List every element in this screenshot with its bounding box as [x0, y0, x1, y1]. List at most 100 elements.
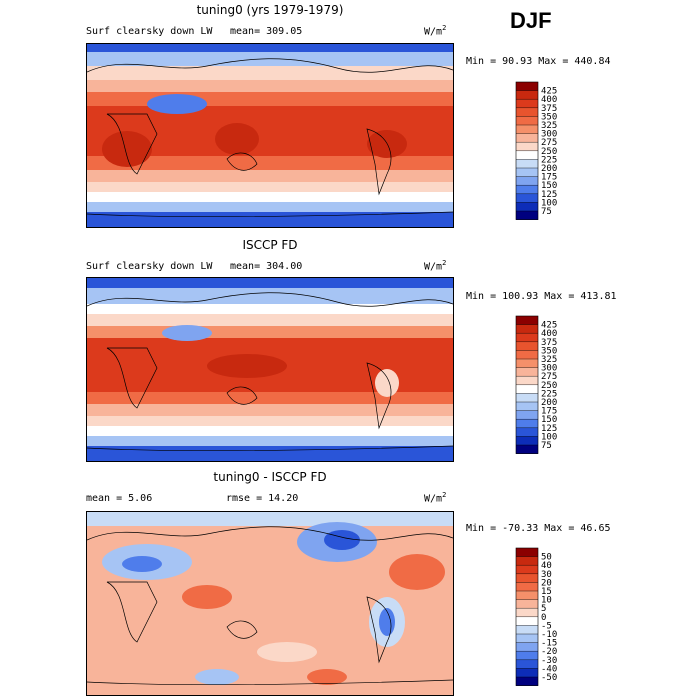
panel-3-colorbar-swatch: [516, 556, 538, 566]
panel-1-colorbar-swatch: [516, 82, 538, 91]
panel-2-colorbar-label: 300: [541, 364, 557, 374]
panel-3-colorbar: 50 40 30 20 15 10 5 0 -5 -10 -15 -20 -30 -40 -50: [515, 547, 576, 694]
panel-2-colorbar-swatch: [516, 359, 538, 368]
panel-3-colorbar-label: 20: [541, 578, 552, 588]
panel-2-colorbar-swatch: [516, 367, 538, 377]
panel-1-colorbar-label: 400: [541, 95, 557, 105]
panel-2-colorbar-swatch: [516, 376, 538, 386]
panel-3-title: tuning0 - ISCCP FD: [213, 470, 327, 484]
panel-3-colorbar-swatch: [516, 659, 538, 669]
panel-2-mean: mean= 304.00: [230, 261, 303, 272]
panel-3-colorbar-label: 15: [541, 587, 552, 597]
panel-1-colorbar-swatch: [516, 211, 538, 220]
panel-3-colorbar-label: 30: [541, 570, 552, 580]
panel-2-map: [86, 277, 454, 462]
panel-2-colorbar-label: 150: [541, 415, 557, 425]
panel-1-colorbar-label: 225: [541, 155, 557, 165]
panel-2-colorbar-swatch: [516, 350, 538, 360]
panel-2-colorbar-label: 175: [541, 407, 557, 417]
panel-1-colorbar-swatch: [516, 107, 538, 117]
panel-1-colorbar-label: 250: [541, 147, 557, 157]
panel-1-colorbar-label: 200: [541, 164, 557, 174]
panel-1-colorbar-swatch: [516, 142, 538, 152]
panel-1-colorbar-label: 375: [541, 104, 557, 114]
panel-2-field-label: Surf clearsky down LW: [86, 261, 213, 272]
panel-1-colorbar-label: 125: [541, 190, 557, 200]
panel-3-colorbar-swatch: [516, 591, 538, 600]
panel-1-colorbar-swatch: [516, 185, 538, 195]
panel-2-colorbar-label: 250: [541, 381, 557, 391]
panel-3-colorbar-swatch: [516, 573, 538, 583]
panel-3-colorbar-label: -20: [541, 647, 557, 657]
panel-3-minmax: Min = -70.33 Max = 46.65: [466, 523, 611, 534]
panel-3-colorbar-label: -10: [541, 630, 557, 640]
panel-2-colorbar-swatch: [516, 419, 538, 429]
panel-2-title: ISCCP FD: [242, 238, 298, 252]
panel-3-colorbar-swatch: [516, 634, 538, 643]
panel-3-colorbar-swatch: [516, 625, 538, 635]
panel-3-colorbar-label: -30: [541, 656, 557, 666]
panel-1-colorbar-label: 150: [541, 181, 557, 191]
panel-1-colorbar-label: 325: [541, 121, 557, 131]
panel-2-colorbar-label: 75: [541, 441, 552, 451]
panel-2-colorbar: 425 400 375 350 325 300 275 250 225 200 175 150 125 1…: [515, 315, 576, 462]
panel-1-title: tuning0 (yrs 1979-1979): [196, 3, 344, 17]
panel-1-colorbar-swatch: [516, 133, 538, 143]
panel-3-colorbar-label: 10: [541, 596, 552, 606]
panel-1-colorbar-label: 350: [541, 112, 557, 122]
panel-3-colorbar-swatch: [516, 616, 538, 626]
panel-1-colorbar-label: 425: [541, 87, 557, 97]
panel-1-colorbar-swatch: [516, 159, 538, 169]
panel-1-colorbar: 425 400 375 350 325 300 275 250 225 200 175 150 125 1…: [515, 81, 576, 228]
panel-2-colorbar-label: 350: [541, 346, 557, 356]
panel-2-colorbar-label: 375: [541, 338, 557, 348]
panel-2-colorbar-label: 325: [541, 355, 557, 365]
panel-2-colorbar-swatch: [516, 427, 538, 437]
panel-2-colorbar-swatch: [516, 384, 538, 394]
panel-3-rmse: rmse = 14.20: [226, 493, 299, 504]
panel-1-colorbar-label: 300: [541, 130, 557, 140]
panel-3-colorbar-swatch: [516, 642, 538, 652]
panel-2-colorbar-label: 275: [541, 372, 557, 382]
panel-2-colorbar-label: 100: [541, 432, 557, 442]
panel-1-colorbar-label: 75: [541, 207, 552, 217]
panel-2-colorbar-swatch: [516, 410, 538, 420]
panel-1-field-label: Surf clearsky down LW: [86, 26, 213, 37]
panel-1-colorbar-swatch: [516, 193, 538, 203]
panel-1-colorbar-label: 175: [541, 173, 557, 183]
panel-3-colorbar-label: -15: [541, 639, 557, 649]
panel-3-colorbar-swatch: [516, 548, 538, 557]
panel-1-colorbar-swatch: [516, 150, 538, 160]
panel-2-minmax: Min = 100.93 Max = 413.81: [466, 291, 617, 302]
panel-1-colorbar-swatch: [516, 99, 538, 109]
panel-1-colorbar-swatch: [516, 168, 538, 177]
panel-1-colorbar-swatch: [516, 90, 538, 100]
panel-3-colorbar-label: 0: [541, 613, 546, 623]
panel-1-colorbar-label: 275: [541, 138, 557, 148]
panel-2-colorbar-swatch: [516, 324, 538, 334]
panel-1-colorbar-swatch: [516, 116, 538, 126]
panel-1-contour-field: [87, 44, 453, 227]
panel-1-units: W/m2: [424, 24, 447, 38]
panel-3-colorbar-label: 40: [541, 561, 552, 571]
panel-2-colorbar-label: 425: [541, 321, 557, 331]
panel-2-colorbar-swatch: [516, 436, 538, 446]
panel-3-mean: mean = 5.06: [86, 493, 153, 504]
panel-3-contour-field: [87, 512, 453, 695]
season-label: DJF: [510, 8, 552, 33]
panel-3-colorbar-label: 5: [541, 604, 546, 614]
panel-3-colorbar-label: -50: [541, 673, 557, 683]
panel-3-colorbar-swatch: [516, 582, 538, 592]
panel-3-colorbar-swatch: [516, 608, 538, 618]
panel-3-colorbar-label: -40: [541, 664, 557, 674]
panel-2-colorbar-label: 200: [541, 398, 557, 408]
panel-3-colorbar-swatch: [516, 651, 538, 661]
panel-2-colorbar-swatch: [516, 341, 538, 351]
panel-2-colorbar-swatch: [516, 393, 538, 403]
panel-1-colorbar-swatch: [516, 125, 538, 134]
panel-3-colorbar-swatch: [516, 599, 538, 609]
panel-1-colorbar-label: 100: [541, 198, 557, 208]
panel-3-colorbar-label: 50: [541, 553, 552, 563]
panel-1-minmax: Min = 90.93 Max = 440.84: [466, 56, 611, 67]
panel-1-mean: mean= 309.05: [230, 26, 303, 37]
